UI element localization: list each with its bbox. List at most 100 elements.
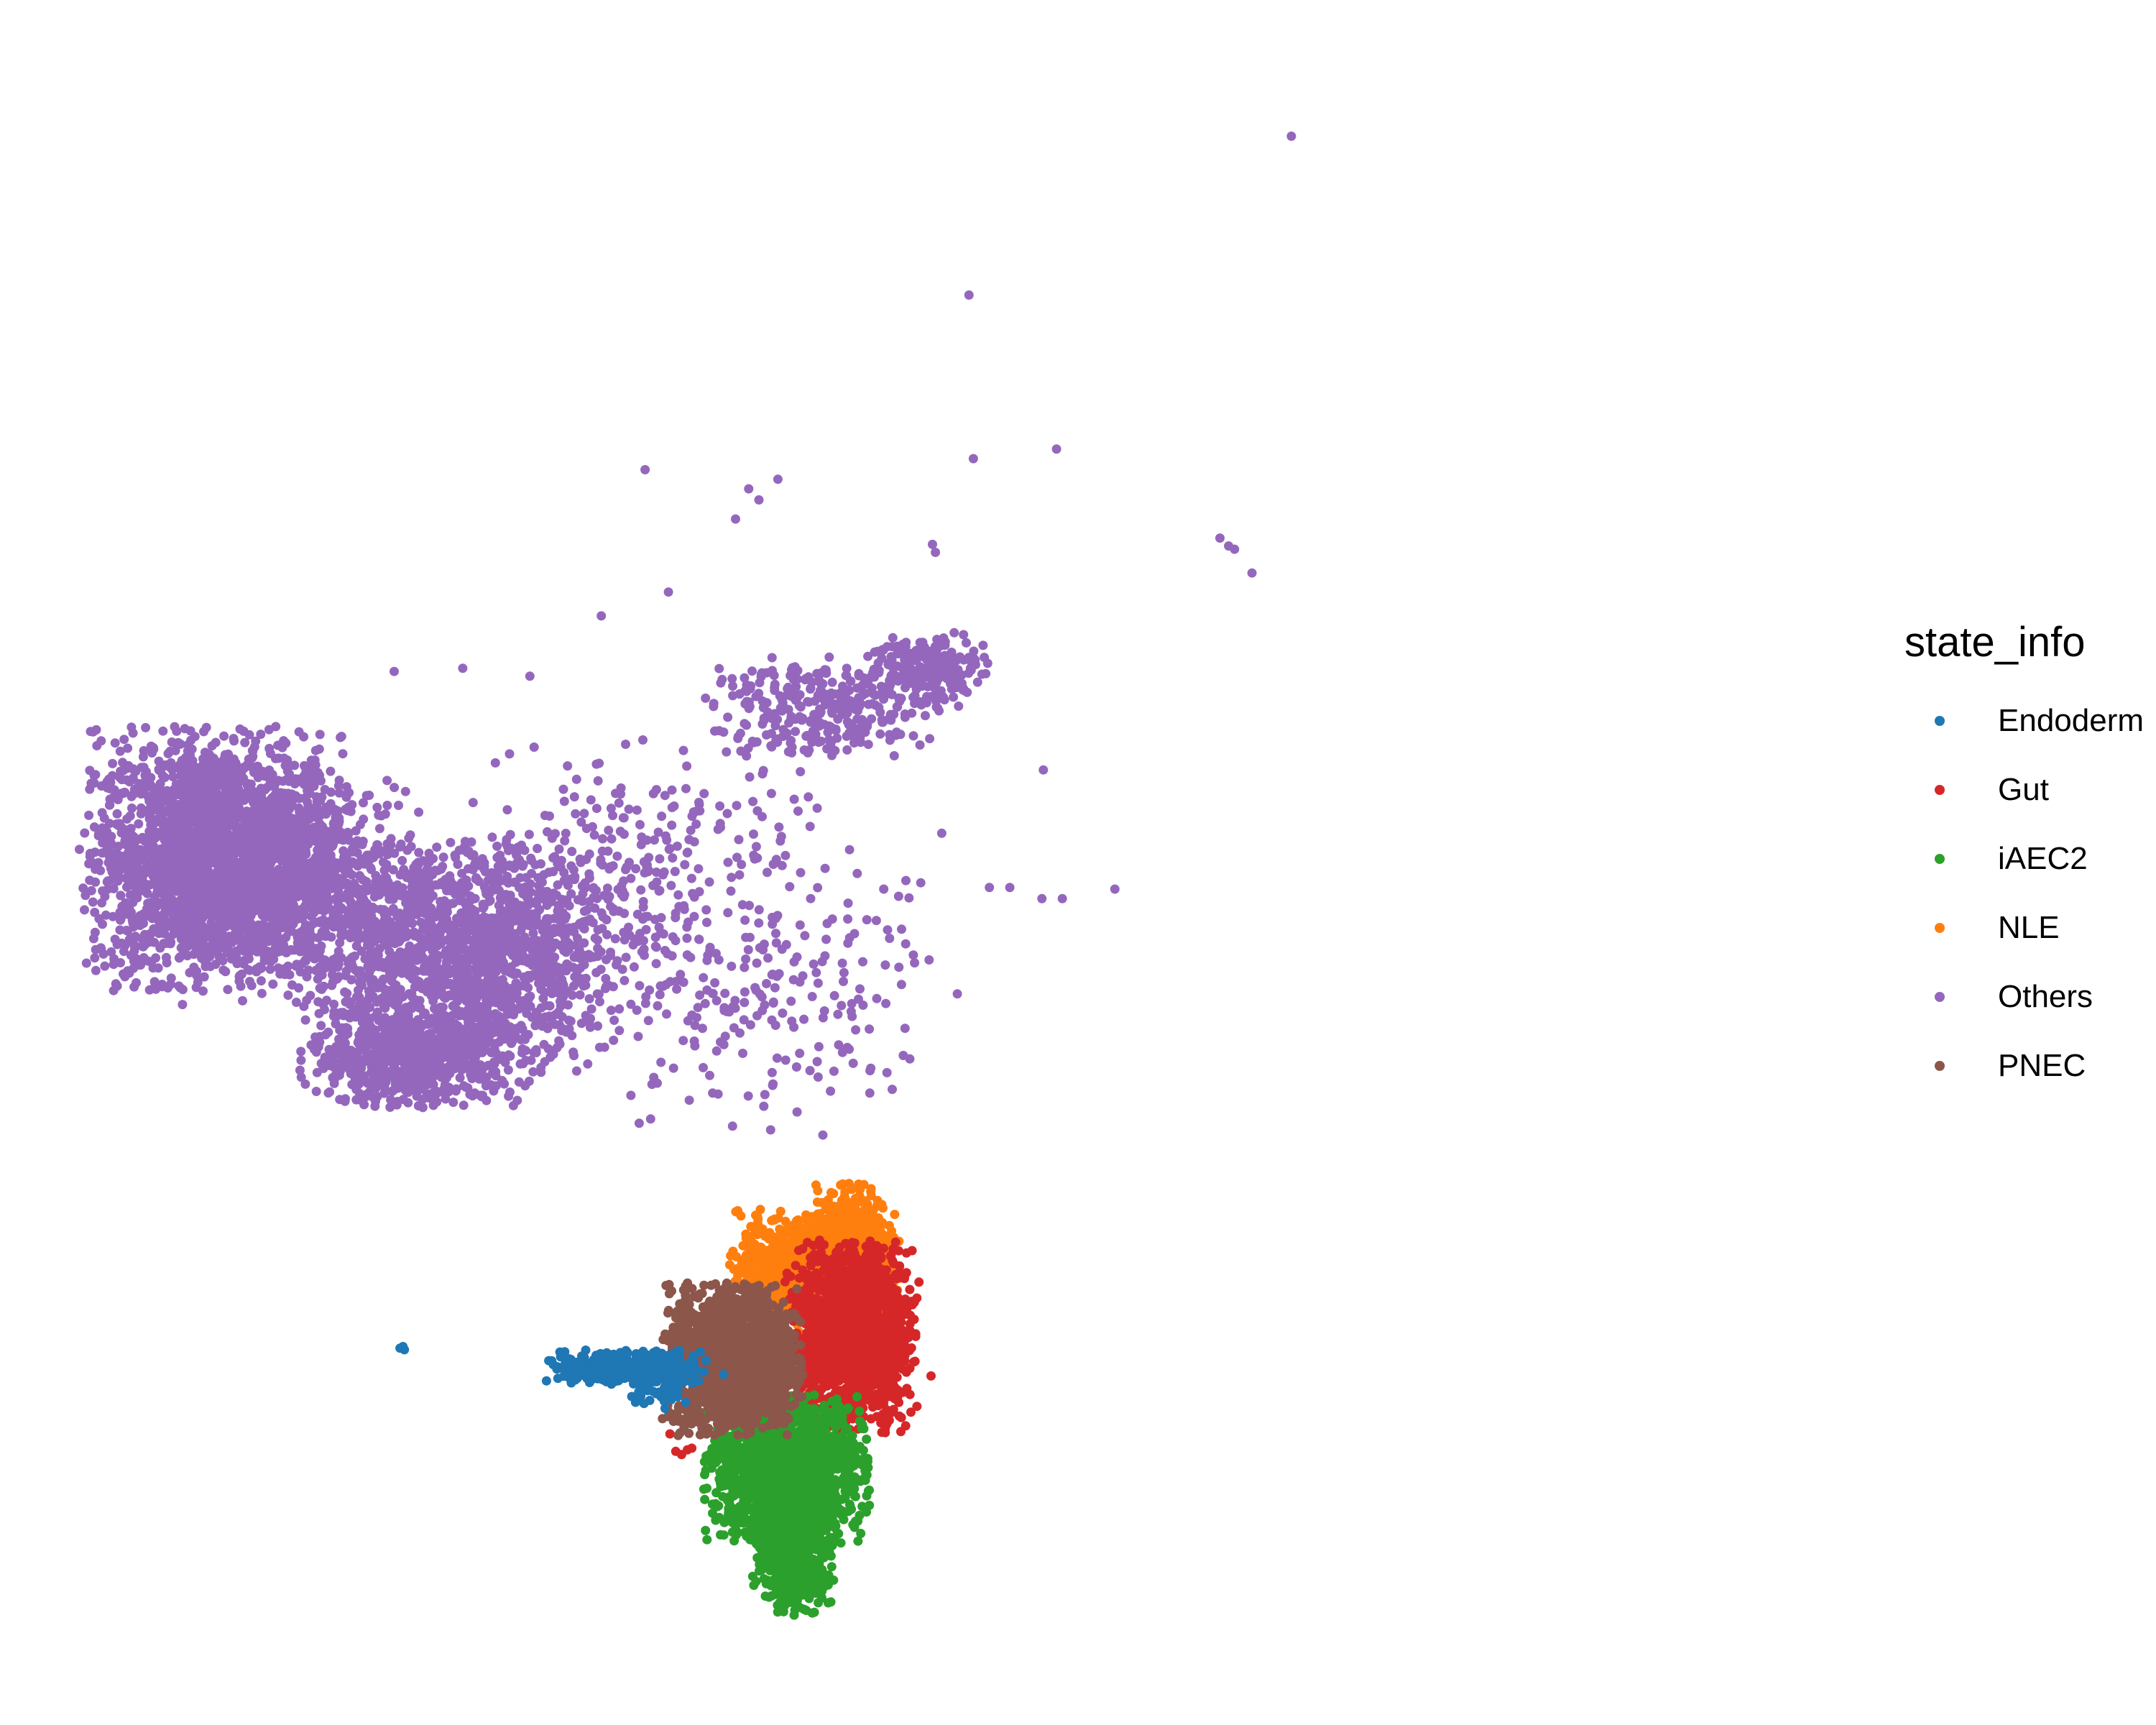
point: [123, 743, 133, 753]
point: [172, 726, 182, 736]
point: [116, 958, 126, 967]
point: [383, 998, 393, 1008]
point: [151, 801, 161, 810]
point: [136, 809, 146, 819]
point: [189, 962, 199, 972]
point: [341, 1023, 351, 1033]
point: [412, 967, 421, 976]
point: [325, 877, 335, 886]
point: [218, 965, 229, 975]
point: [414, 807, 424, 817]
point: [213, 889, 223, 899]
point: [364, 990, 374, 1000]
point: [272, 800, 282, 810]
point: [433, 880, 443, 890]
point: [85, 875, 95, 886]
point: [129, 875, 139, 886]
point: [489, 962, 499, 972]
point: [165, 806, 175, 816]
point: [242, 842, 252, 852]
point: [150, 926, 160, 936]
point: [421, 909, 431, 919]
point: [505, 1087, 515, 1097]
point: [220, 824, 230, 834]
point: [239, 884, 249, 894]
point: [363, 1001, 373, 1011]
point: [488, 1011, 498, 1021]
point: [520, 1031, 530, 1041]
point: [270, 753, 280, 763]
point: [174, 882, 184, 892]
point: [112, 981, 122, 991]
point: [211, 825, 221, 835]
point: [135, 921, 145, 930]
point: [142, 767, 151, 777]
point: [374, 824, 384, 834]
point: [377, 1076, 387, 1086]
point: [420, 936, 430, 946]
point: [317, 792, 327, 802]
point: [84, 810, 94, 820]
point: [467, 904, 476, 914]
point: [432, 1097, 442, 1107]
point: [314, 1008, 324, 1018]
point: [197, 921, 207, 932]
point: [290, 815, 299, 825]
point: [455, 1073, 465, 1082]
point: [334, 1070, 344, 1080]
point: [501, 890, 511, 899]
point: [428, 1080, 438, 1090]
point: [495, 850, 505, 860]
point: [406, 946, 416, 956]
point: [235, 794, 244, 804]
point: [151, 953, 161, 963]
point: [508, 950, 517, 960]
point: [351, 1095, 361, 1105]
point: [116, 891, 126, 901]
point: [159, 909, 169, 919]
point: [107, 770, 117, 781]
point: [172, 785, 182, 795]
point: [264, 937, 274, 947]
point: [231, 836, 241, 846]
point: [127, 803, 137, 813]
point: [216, 809, 226, 819]
point: [106, 947, 116, 957]
point: [98, 919, 107, 929]
point: [216, 839, 226, 849]
point: [584, 994, 594, 1004]
point: [256, 730, 266, 740]
point: [491, 1067, 501, 1077]
point: [124, 777, 134, 787]
point: [437, 1020, 447, 1030]
point: [193, 865, 203, 875]
point: [195, 884, 205, 894]
point: [492, 841, 502, 851]
point: [540, 1000, 550, 1011]
scatter-plot: [75, 132, 1296, 1620]
point: [425, 1067, 436, 1077]
point: [163, 749, 173, 758]
point: [561, 911, 571, 921]
point: [352, 1075, 362, 1085]
point: [403, 1051, 413, 1060]
point: [319, 981, 328, 991]
point: [365, 1013, 375, 1024]
point: [246, 918, 256, 928]
point: [81, 958, 91, 968]
point: [97, 808, 107, 818]
point: [115, 925, 125, 935]
point: [162, 845, 172, 855]
point: [323, 1088, 333, 1098]
point: [157, 763, 166, 773]
series-others: [75, 132, 1296, 1140]
point: [354, 1031, 364, 1041]
point: [207, 802, 217, 812]
point: [469, 1001, 479, 1011]
point: [202, 817, 212, 827]
point: [104, 800, 114, 810]
point: [567, 847, 577, 857]
point: [177, 755, 187, 765]
point: [296, 1072, 306, 1082]
point: [464, 935, 474, 945]
